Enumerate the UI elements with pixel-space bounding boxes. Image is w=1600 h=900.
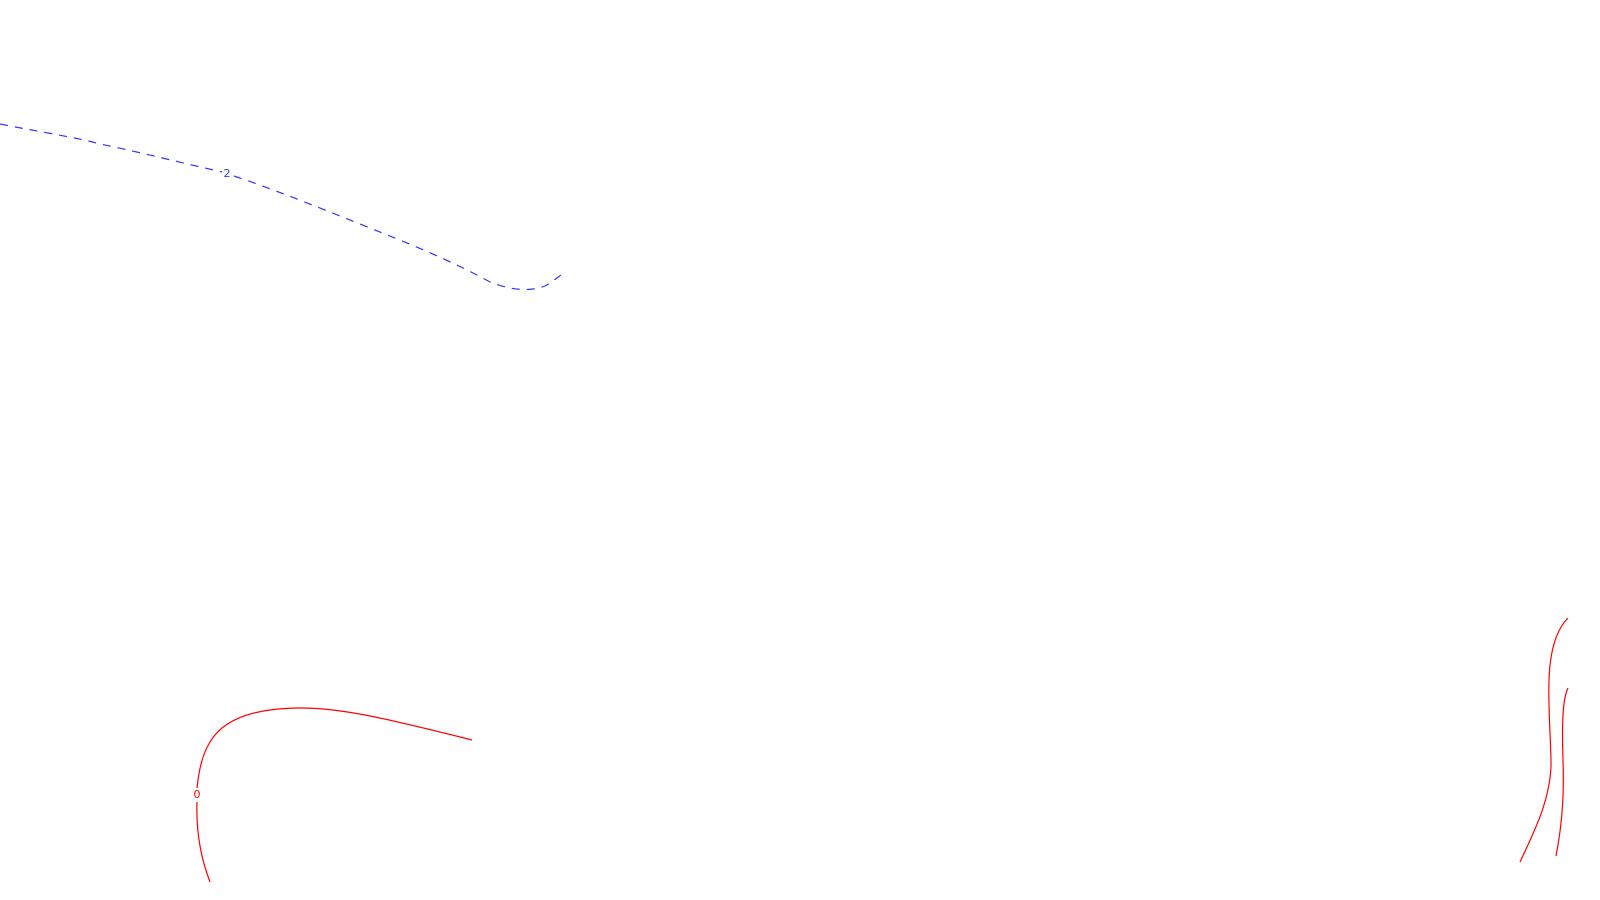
contour-red-right bbox=[1519, 617, 1569, 863]
contour-label-2: 2 bbox=[224, 167, 231, 180]
contour-line-dashed-blue bbox=[0, 123, 566, 291]
contour-line-red-right-outer bbox=[1519, 617, 1569, 863]
contour-label-0: 0 bbox=[194, 788, 201, 801]
contour-line-red-right-inner bbox=[1555, 687, 1569, 857]
contour-red-left: 0 bbox=[194, 707, 473, 883]
contour-line-red-left bbox=[196, 707, 473, 883]
contour-dashed-blue: 2 bbox=[0, 123, 566, 291]
